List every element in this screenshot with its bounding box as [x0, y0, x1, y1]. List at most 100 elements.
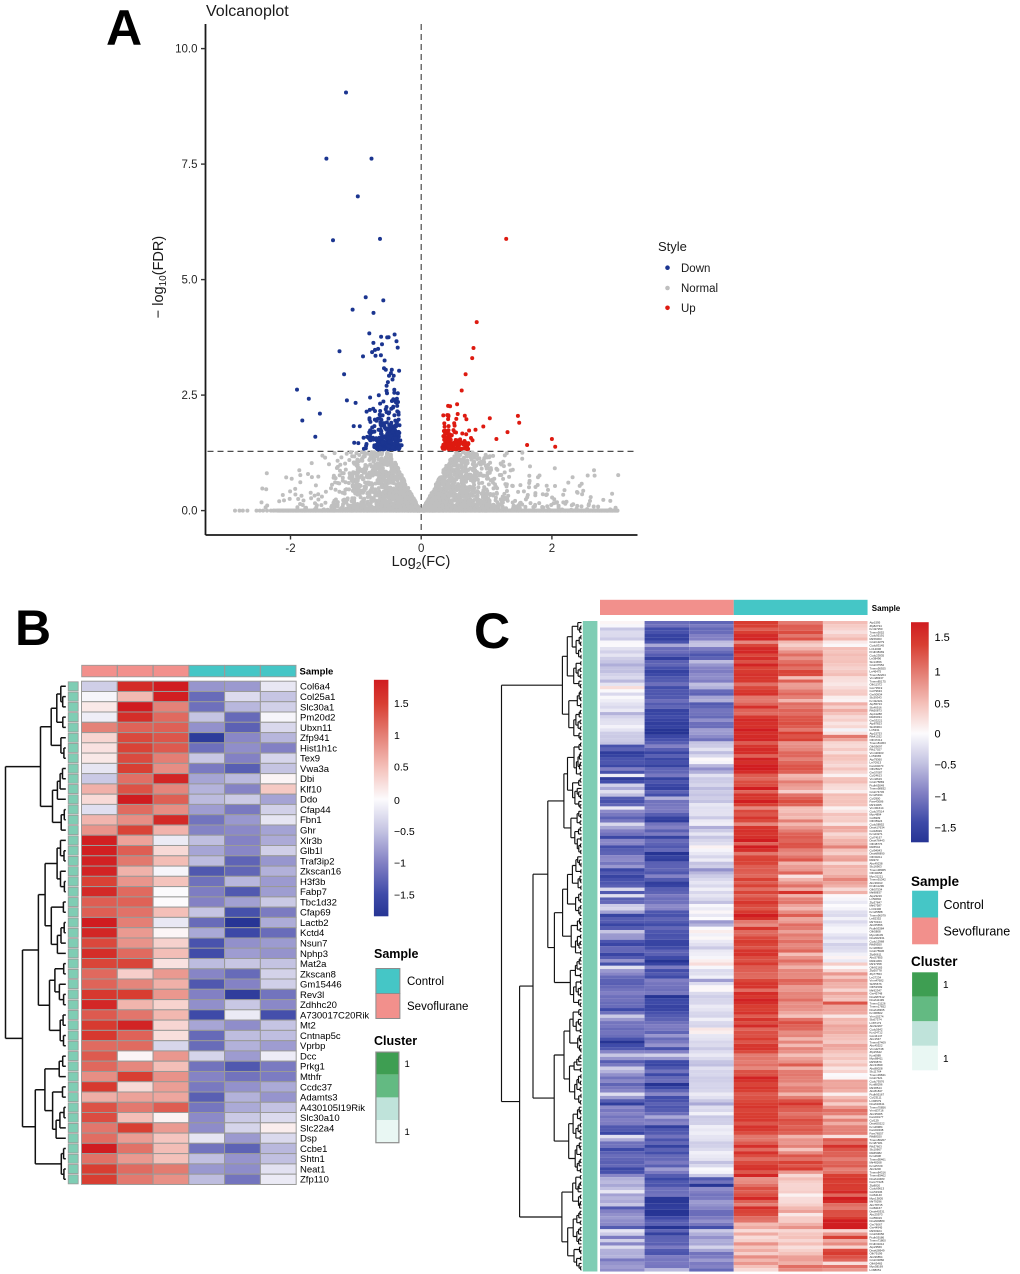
svg-text:Rik17027: Rik17027 — [870, 748, 883, 752]
svg-text:1: 1 — [405, 1127, 410, 1138]
svg-text:Kcn88296: Kcn88296 — [870, 1083, 883, 1087]
svg-text:−0.5: −0.5 — [394, 826, 415, 838]
svg-text:Up: Up — [681, 303, 696, 315]
svg-text:Atp87823: Atp87823 — [870, 722, 883, 726]
svg-text:Control: Control — [407, 976, 444, 988]
svg-text:Ddo: Ddo — [300, 795, 317, 806]
svg-text:Mat2a: Mat2a — [300, 959, 327, 970]
svg-text:Mir34065: Mir34065 — [870, 803, 882, 807]
svg-text:Adamts3: Adamts3 — [300, 1093, 338, 1104]
svg-text:Lrr70913: Lrr70913 — [870, 761, 882, 765]
svg-text:Pcdh93384: Pcdh93384 — [870, 926, 885, 930]
svg-text:Down: Down — [681, 263, 710, 275]
svg-text:Kcn25588: Kcn25588 — [870, 910, 883, 914]
svg-text:Olfr11372: Olfr11372 — [870, 683, 883, 687]
svg-text:Rik973: Rik973 — [870, 858, 879, 862]
svg-text:Rev3l: Rev3l — [300, 990, 324, 1001]
svg-text:Slc11764: Slc11764 — [870, 1070, 882, 1074]
svg-text:Fam64070: Fam64070 — [870, 764, 884, 768]
svg-text:Col25a1: Col25a1 — [300, 692, 335, 703]
svg-text:-2: -2 — [285, 543, 295, 555]
svg-text:Vprbp: Vprbp — [300, 1041, 325, 1052]
svg-text:Klf10: Klf10 — [300, 784, 322, 795]
svg-text:B: B — [15, 600, 51, 656]
svg-text:Gm90934: Gm90934 — [870, 692, 883, 696]
svg-text:Fabp7: Fabp7 — [300, 887, 327, 898]
svg-text:Atp23216: Atp23216 — [870, 894, 883, 898]
svg-text:Vwa3a: Vwa3a — [300, 764, 330, 775]
svg-text:Kcn23271: Kcn23271 — [870, 832, 883, 836]
svg-text:Atp41288: Atp41288 — [870, 712, 883, 716]
svg-text:− log10(FDR): − log10(FDR) — [151, 236, 169, 318]
svg-text:Pcdh38469: Pcdh38469 — [870, 650, 885, 654]
svg-text:Zfp941: Zfp941 — [300, 733, 330, 744]
svg-text:Pcdh95167: Pcdh95167 — [870, 1092, 885, 1096]
svg-text:Cluster: Cluster — [374, 1034, 417, 1048]
svg-text:Ccdc79376: Ccdc79376 — [870, 1079, 885, 1083]
svg-text:Tmem5052: Tmem5052 — [870, 630, 885, 634]
svg-text:Kcn58602: Kcn58602 — [870, 1011, 883, 1015]
svg-text:0.0: 0.0 — [182, 506, 198, 518]
svg-text:Col2900: Col2900 — [870, 796, 881, 800]
svg-text:Mir92347: Mir92347 — [870, 988, 882, 992]
svg-text:Mthfr: Mthfr — [300, 1072, 322, 1083]
svg-text:Abc92267: Abc92267 — [870, 1024, 883, 1028]
svg-text:Nsun7: Nsun7 — [300, 939, 327, 950]
svg-text:−1.5: −1.5 — [394, 889, 415, 901]
svg-text:Gm15446: Gm15446 — [300, 980, 342, 991]
svg-text:Mir70344: Mir70344 — [870, 920, 882, 924]
svg-text:Gm44147: Gm44147 — [870, 1034, 883, 1038]
svg-text:Cfap44: Cfap44 — [300, 805, 331, 816]
svg-text:Dnah33641: Dnah33641 — [870, 1102, 885, 1106]
svg-text:Ccdc13279: Ccdc13279 — [870, 640, 885, 644]
svg-text:Vmn6619: Vmn6619 — [870, 777, 883, 781]
svg-text:Abc49238: Abc49238 — [870, 861, 883, 865]
svg-text:Slc30a1: Slc30a1 — [300, 702, 334, 713]
svg-text:Style: Style — [658, 239, 687, 254]
svg-text:Vmn10274: Vmn10274 — [870, 1014, 884, 1018]
svg-text:Mir28544: Mir28544 — [870, 1086, 882, 1090]
svg-text:Vmn89337: Vmn89337 — [870, 676, 884, 680]
svg-text:Kcn97250: Kcn97250 — [870, 627, 883, 631]
svg-text:Slc46964: Slc46964 — [870, 725, 882, 729]
svg-text:Slc55676: Slc55676 — [870, 982, 882, 986]
svg-text:Lactb2: Lactb2 — [300, 918, 329, 929]
svg-text:Log2(FC): Log2(FC) — [392, 554, 451, 572]
svg-text:Col24613: Col24613 — [870, 774, 883, 778]
svg-text:Lrr96579: Lrr96579 — [870, 1099, 882, 1103]
svg-text:Dnah17634: Dnah17634 — [870, 826, 885, 830]
svg-text:Lrr87173: Lrr87173 — [870, 1021, 882, 1025]
svg-text:Slc22a4: Slc22a4 — [300, 1123, 334, 1134]
svg-text:Zfp15642: Zfp15642 — [870, 1050, 883, 1054]
svg-text:Gm53221: Gm53221 — [870, 718, 883, 722]
svg-text:Zdhhc20: Zdhhc20 — [300, 1000, 337, 1011]
svg-text:Lrr38496: Lrr38496 — [870, 657, 882, 661]
svg-text:Abc39013: Abc39013 — [870, 881, 883, 885]
svg-text:Lrr5331: Lrr5331 — [870, 728, 880, 732]
svg-text:Gm73519: Gm73519 — [870, 686, 883, 690]
svg-text:0.5: 0.5 — [394, 761, 409, 773]
svg-text:Atp79360: Atp79360 — [870, 757, 883, 761]
svg-text:Zfp50778: Zfp50778 — [870, 969, 883, 973]
svg-text:10.0: 10.0 — [175, 44, 197, 56]
svg-text:Ccdc75936: Ccdc75936 — [870, 949, 885, 953]
svg-text:Pm20d2: Pm20d2 — [300, 713, 335, 724]
svg-text:Olfr47212: Olfr47212 — [870, 738, 883, 742]
svg-text:Tbc1d32: Tbc1d32 — [300, 897, 337, 908]
svg-text:Dnah62331: Dnah62331 — [870, 936, 885, 940]
svg-text:Mir67587: Mir67587 — [870, 904, 882, 908]
svg-text:Olfr59097: Olfr59097 — [870, 744, 883, 748]
svg-text:Vmn51614: Vmn51614 — [870, 806, 884, 810]
svg-text:Ccdc37: Ccdc37 — [300, 1082, 332, 1093]
svg-text:A430105I19Rik: A430105I19Rik — [300, 1103, 365, 1114]
svg-text:Kcn68663: Kcn68663 — [870, 946, 883, 950]
svg-text:Col6939: Col6939 — [870, 816, 881, 820]
svg-text:7.5: 7.5 — [182, 159, 198, 171]
svg-text:Ccdc58952: Ccdc58952 — [870, 822, 885, 826]
svg-text:Hist1h1c: Hist1h1c — [300, 743, 337, 754]
svg-text:Olfr92165: Olfr92165 — [870, 965, 883, 969]
svg-text:Atp15753: Atp15753 — [870, 731, 883, 735]
svg-text:Olfr40058: Olfr40058 — [870, 871, 883, 875]
svg-text:Tmem96079: Tmem96079 — [870, 913, 887, 917]
svg-text:5.0: 5.0 — [182, 275, 198, 287]
